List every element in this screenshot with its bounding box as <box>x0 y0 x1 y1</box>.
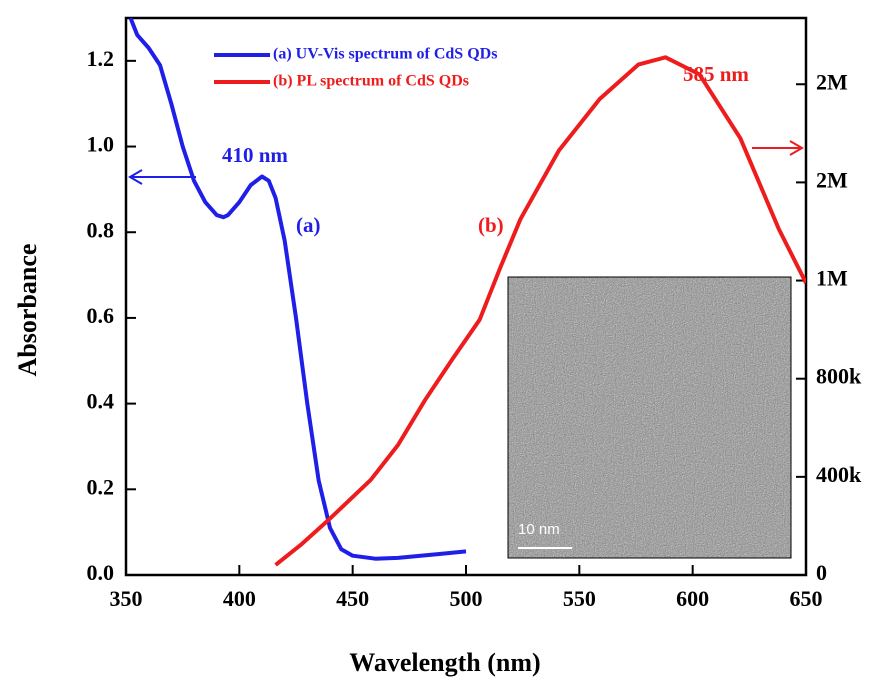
x-tick-label: 600 <box>676 586 709 611</box>
y2-tick-label: 1M <box>816 266 848 291</box>
annotation: (a) <box>296 213 321 237</box>
arrow-left <box>130 170 196 184</box>
annotation: 410 nm <box>222 143 288 167</box>
y-tick-label: 0.0 <box>87 560 115 585</box>
inset-scale-label: 10 nm <box>518 521 560 538</box>
x-tick-label: 450 <box>336 586 369 611</box>
x-tick-label: 350 <box>110 586 143 611</box>
y-tick-label: 0.8 <box>87 217 115 242</box>
y2-tick-label: 2M <box>816 69 848 94</box>
y2-tick-label: 400k <box>816 462 862 487</box>
y-tick-label: 1.2 <box>87 46 115 71</box>
y-tick-label: 0.6 <box>87 303 115 328</box>
inset-image: 10 nm <box>508 277 791 558</box>
y-axis-label: Absorbance <box>13 244 42 377</box>
y-tick-label: 0.4 <box>87 389 115 414</box>
y-tick-label: 0.2 <box>87 474 115 499</box>
x-tick-label: 400 <box>223 586 256 611</box>
x-axis-label: Wavelength (nm) <box>349 648 540 677</box>
annotation: (b) <box>478 213 504 237</box>
y2-tick-label: 0 <box>816 560 827 585</box>
series-line <box>131 18 467 559</box>
x-tick-label: 650 <box>790 586 823 611</box>
arrow-right <box>752 141 802 155</box>
y2-tick-label: 2M <box>816 167 848 192</box>
chart: 10 nm Wavelength (nm) Absorbance 350 400 4… <box>0 0 891 681</box>
x-tick-label: 500 <box>450 586 483 611</box>
annotation: 585 nm <box>683 62 749 86</box>
y2-tick-label: 800k <box>816 364 862 389</box>
x-tick-label: 550 <box>563 586 596 611</box>
y-tick-label: 1.0 <box>87 132 115 157</box>
legend-label: (b) PL spectrum of CdS QDs <box>273 73 469 90</box>
legend-label: (a) UV-Vis spectrum of CdS QDs <box>273 46 497 63</box>
